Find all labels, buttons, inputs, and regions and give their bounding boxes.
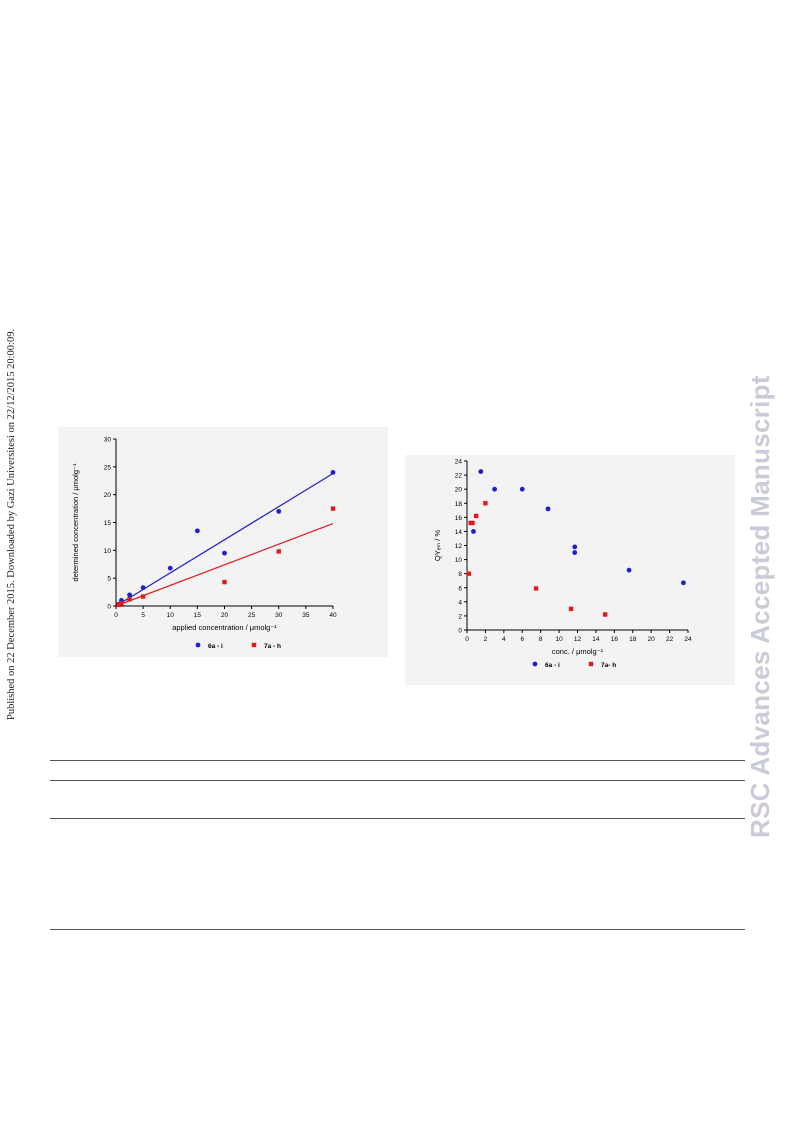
x-tick-label: 35 bbox=[302, 612, 310, 619]
data-point-square bbox=[140, 594, 146, 599]
table-rule-top bbox=[50, 760, 745, 761]
y-tick-label: 22 bbox=[455, 473, 463, 480]
x-tick-label: 20 bbox=[648, 636, 656, 643]
table-rule-bottom bbox=[50, 929, 745, 930]
x-tick-label: 0 bbox=[114, 612, 118, 619]
data-point-circle bbox=[276, 508, 282, 514]
calibration-chart: 0 5 10 15 20 25 30 35 40 0 5 10 15 20 25 30 applied conc… bbox=[71, 437, 337, 651]
data-point-square bbox=[533, 586, 539, 591]
data-point-circle bbox=[167, 565, 173, 571]
x-tick-label: 14 bbox=[592, 636, 600, 643]
figure-quantum-yield: 0 2 4 6 8 10 12 14 16 18 20 22 24 0 2 4 6 8 10 12 14 16 18 20 22… bbox=[405, 455, 735, 685]
watermark: RSC Advances Accepted Manuscript bbox=[743, 270, 783, 850]
data-point-circle bbox=[680, 580, 686, 586]
y-tick-label: 2 bbox=[458, 613, 462, 620]
legend-marker-1 bbox=[588, 661, 594, 667]
legend-label-1: 7a - h bbox=[264, 643, 281, 650]
x-tick-label: 6 bbox=[520, 636, 524, 643]
x-tick-label: 4 bbox=[502, 636, 506, 643]
table-rule-header bbox=[50, 780, 745, 781]
y-tick-label: 20 bbox=[104, 492, 112, 499]
legend-label-0: 6a - i bbox=[545, 662, 560, 669]
x-axis-label: conc. / μmolg⁻¹ bbox=[552, 647, 604, 656]
y-tick-label: 5 bbox=[107, 576, 111, 583]
data-point-square bbox=[470, 520, 475, 526]
data-point-circle bbox=[492, 486, 498, 492]
x-tick-label: 12 bbox=[574, 636, 582, 643]
table-rule-middle bbox=[50, 818, 745, 819]
data-point-circle bbox=[519, 486, 525, 492]
y-tick-label: 16 bbox=[455, 515, 463, 522]
fit-line-series-0 bbox=[115, 473, 334, 607]
data-point-square bbox=[116, 602, 121, 608]
data-point-square bbox=[127, 597, 132, 602]
data-point-circle bbox=[330, 470, 336, 475]
x-tick-label: 10 bbox=[167, 612, 175, 619]
y-tick-label: 12 bbox=[455, 543, 463, 550]
y-tick-label: 20 bbox=[455, 487, 463, 494]
x-tick-label: 10 bbox=[555, 636, 563, 643]
data-point-circle bbox=[127, 592, 132, 598]
data-point-circle bbox=[626, 567, 632, 573]
data-point-circle bbox=[471, 529, 476, 534]
data-point-square bbox=[276, 549, 281, 554]
legend-marker-0 bbox=[195, 642, 201, 648]
y-tick-label: 24 bbox=[455, 459, 463, 466]
y-tick-label: 4 bbox=[458, 599, 462, 606]
data-point-circle bbox=[194, 528, 200, 534]
x-tick-label: 18 bbox=[629, 636, 637, 643]
data-point-circle bbox=[478, 469, 484, 474]
x-tick-label: 5 bbox=[141, 612, 145, 619]
legend-label-1: 7a- h bbox=[601, 662, 616, 669]
x-tick-label: 15 bbox=[194, 612, 202, 619]
legend-label-0: 6a - i bbox=[208, 643, 223, 650]
figure-calibration: 0 5 10 15 20 25 30 35 40 0 5 10 15 20 25 30 applied conc… bbox=[58, 427, 388, 657]
y-tick-label: 8 bbox=[458, 571, 462, 578]
data-point-circle bbox=[572, 550, 578, 555]
x-tick-label: 40 bbox=[329, 612, 337, 619]
x-tick-label: 25 bbox=[248, 612, 256, 619]
x-tick-label: 2 bbox=[484, 636, 488, 643]
y-tick-label: 10 bbox=[104, 548, 112, 555]
y-tick-label: 10 bbox=[455, 557, 463, 564]
data-point-circle bbox=[545, 506, 551, 512]
data-point-square bbox=[483, 501, 488, 506]
x-tick-label: 24 bbox=[684, 636, 692, 643]
data-point-square bbox=[119, 601, 124, 606]
y-tick-label: 18 bbox=[455, 501, 463, 508]
publication-sidebar: Published on 22 December 2015. Downloade… bbox=[4, 0, 20, 1123]
x-axis-label: applied concentration / μmolg⁻¹ bbox=[172, 623, 277, 632]
data-point-square bbox=[568, 606, 574, 612]
y-axis-label: QYₑₘ / % bbox=[433, 530, 442, 562]
x-tick-label: 0 bbox=[465, 636, 469, 643]
y-tick-label: 15 bbox=[104, 520, 112, 527]
y-tick-label: 25 bbox=[104, 464, 112, 471]
y-axis-label: determined concentration / μmolg⁻¹ bbox=[71, 463, 80, 581]
y-tick-label: 0 bbox=[458, 628, 462, 635]
x-tick-label: 8 bbox=[539, 636, 543, 643]
data-point-square bbox=[466, 571, 472, 576]
y-tick-label: 30 bbox=[104, 437, 112, 444]
data-point-circle bbox=[222, 550, 227, 556]
y-tick-label: 14 bbox=[455, 529, 463, 536]
y-tick-label: 0 bbox=[107, 604, 111, 611]
legend-marker-1 bbox=[251, 642, 257, 648]
legend-marker-0 bbox=[532, 661, 538, 667]
x-tick-label: 30 bbox=[275, 612, 283, 619]
fit-line-series-1 bbox=[115, 523, 334, 607]
watermark-text: RSC Advances Accepted Manuscript bbox=[745, 375, 775, 838]
data-point-circle bbox=[140, 585, 146, 591]
data-point-square bbox=[222, 579, 227, 585]
data-point-circle bbox=[572, 544, 578, 550]
x-tick-label: 16 bbox=[611, 636, 619, 643]
publication-note: Published on 22 December 2015. Downloade… bbox=[6, 328, 17, 720]
x-tick-label: 22 bbox=[666, 636, 674, 643]
data-point-square bbox=[474, 513, 479, 519]
y-tick-label: 6 bbox=[458, 585, 462, 592]
data-point-square bbox=[602, 612, 608, 617]
data-point-square bbox=[330, 506, 336, 511]
x-tick-label: 20 bbox=[221, 612, 229, 619]
quantum-yield-chart: 0 2 4 6 8 10 12 14 16 18 20 22 240246810121416182022… bbox=[433, 459, 692, 670]
